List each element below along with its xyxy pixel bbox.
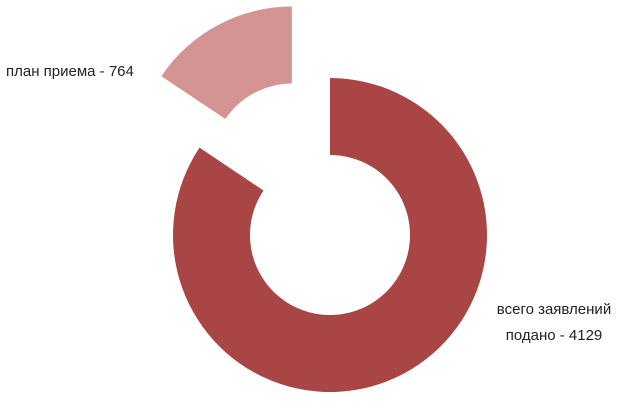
slice-label: всего заявлений подано - 4129 [496,301,612,344]
slice-label: план приема - 764 [6,63,134,80]
slice [161,6,292,120]
slice [172,78,488,392]
